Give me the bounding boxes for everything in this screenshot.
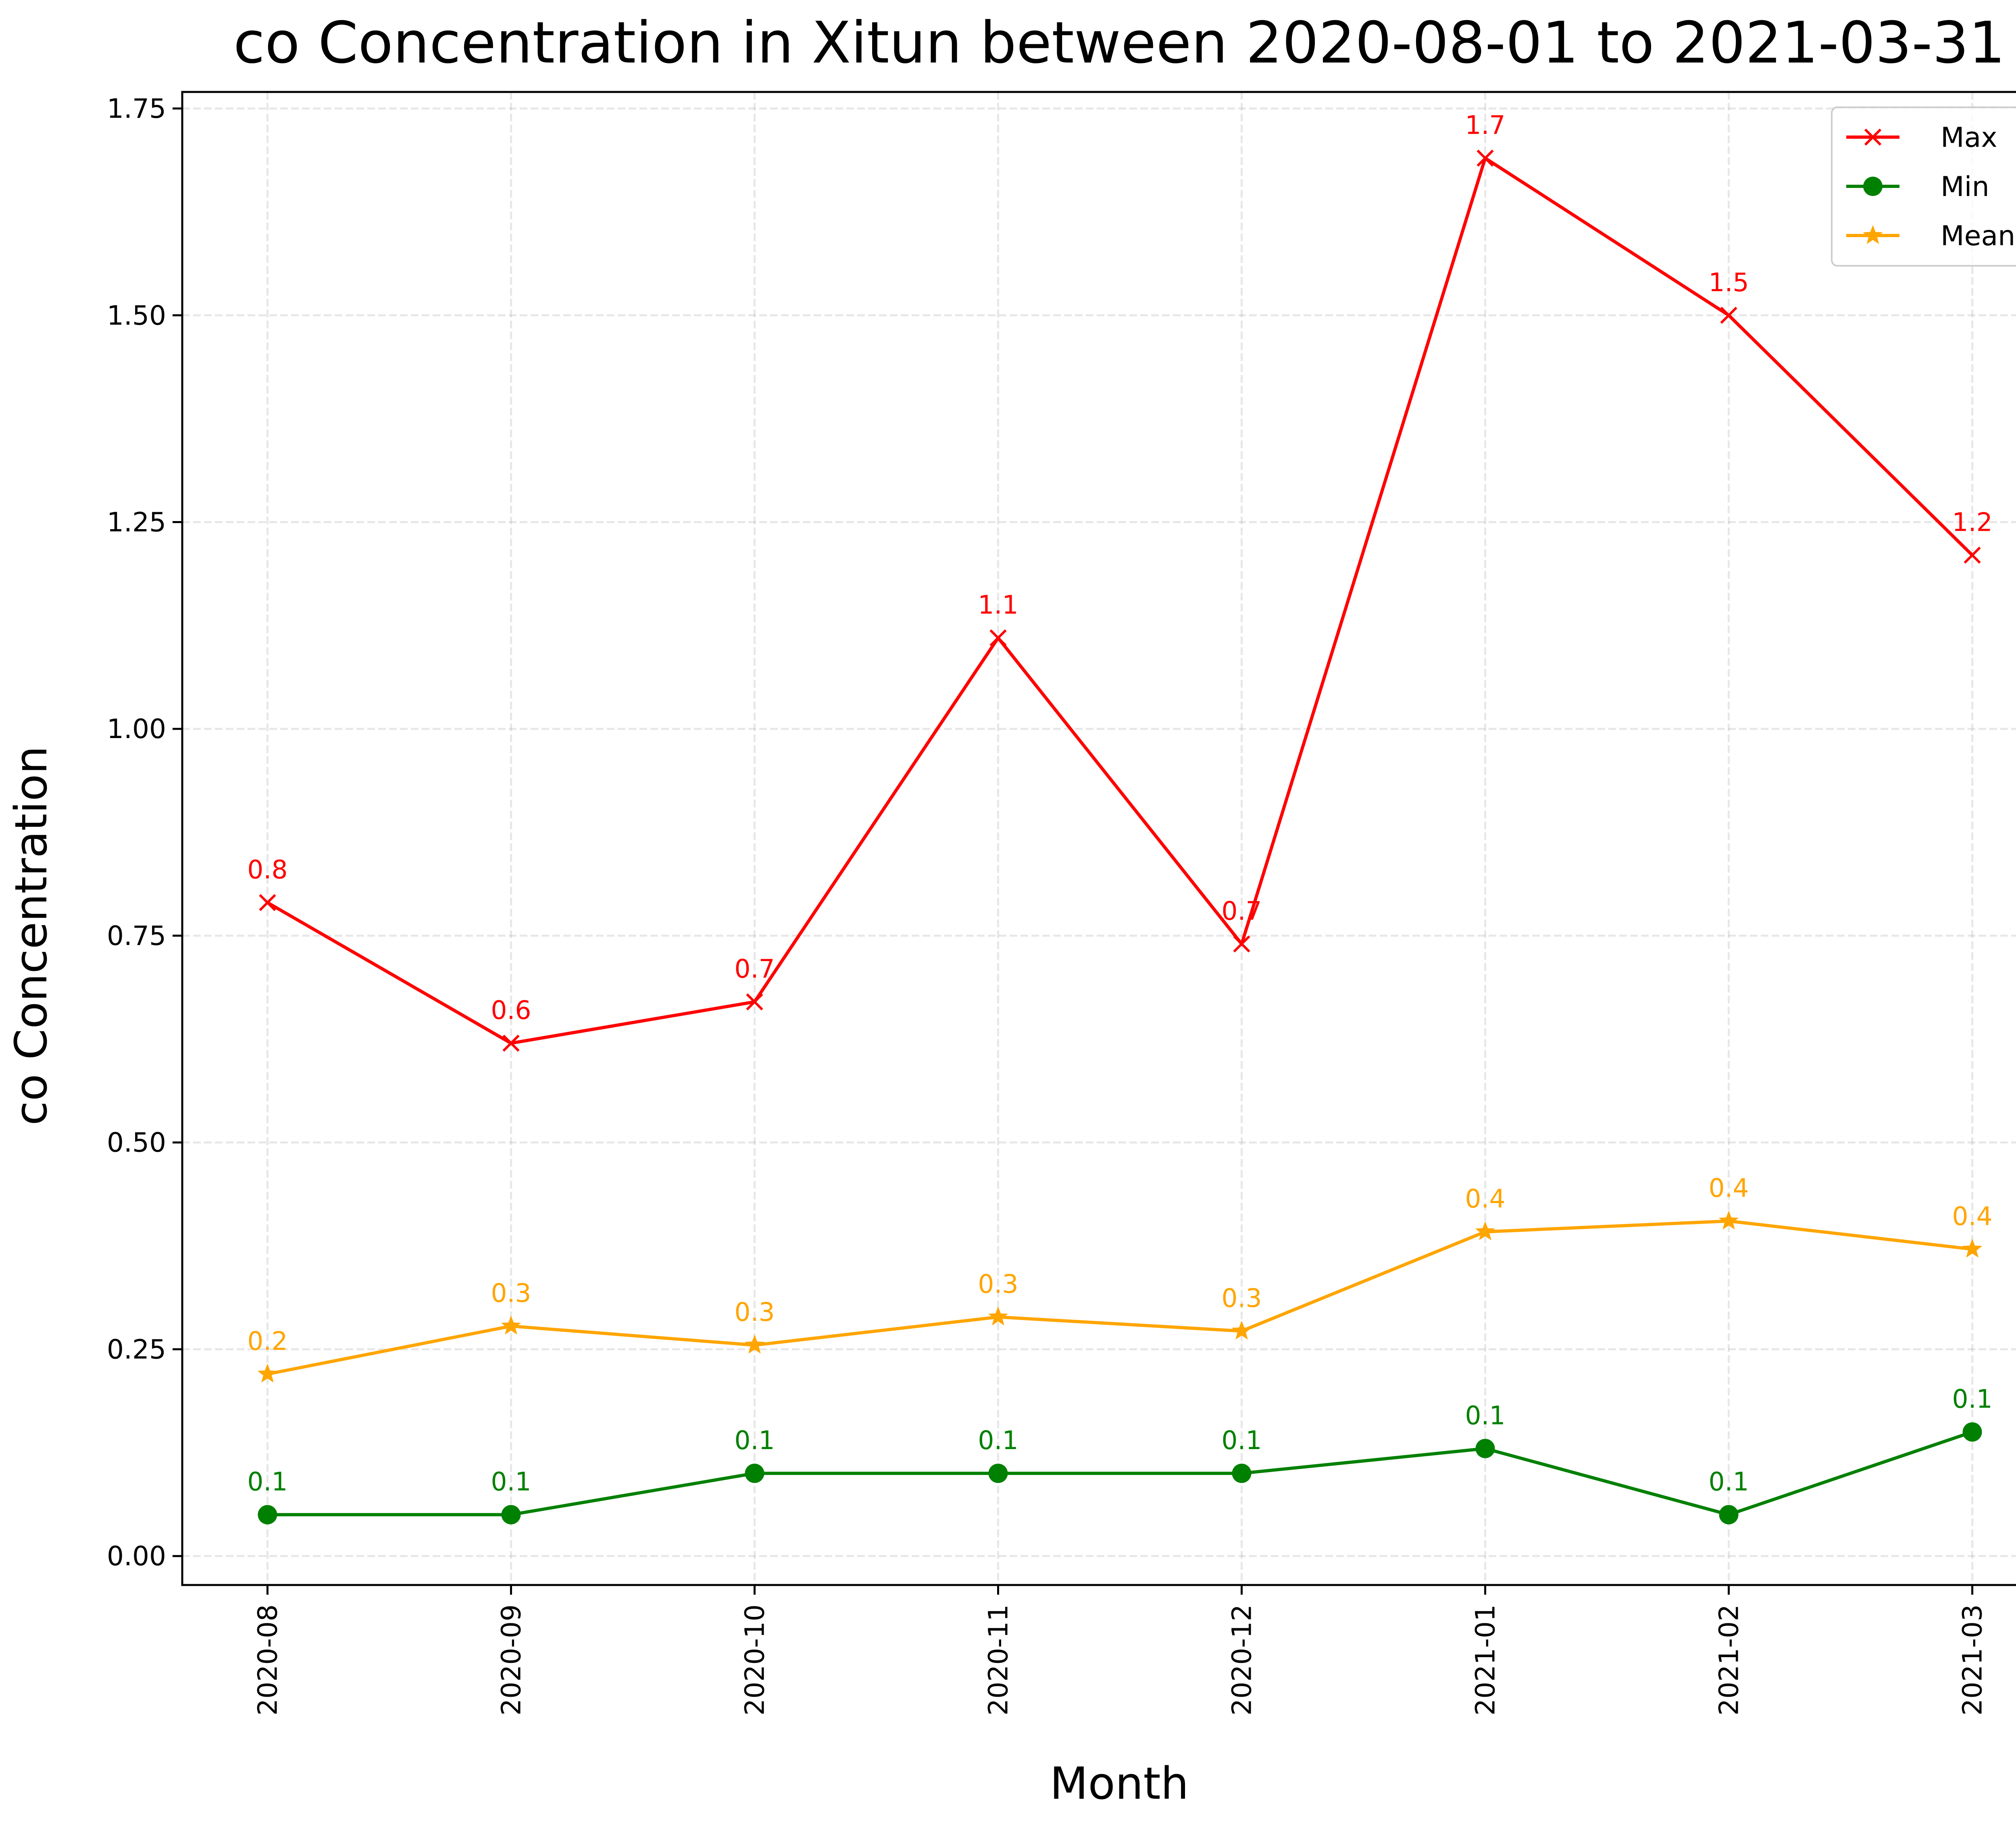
- max-point: [746, 993, 763, 1011]
- min-data-label: 0.1: [1221, 1426, 1262, 1455]
- legend-entry-mean: Mean: [1846, 220, 2015, 252]
- min-point: [258, 1505, 277, 1525]
- mean-data-label: 0.2: [247, 1326, 287, 1356]
- x-axis-label: Month: [1050, 1758, 1189, 1809]
- mean-data-label: 0.3: [1221, 1283, 1262, 1313]
- max-point: [1964, 546, 1981, 564]
- y-tick-label: 1.75: [107, 93, 166, 124]
- min-point: [1232, 1464, 1252, 1483]
- legend-label: Max: [1941, 122, 1997, 154]
- x-tick-label: 2020-09: [496, 1604, 527, 1716]
- x-tick-label: 2021-01: [1470, 1604, 1501, 1716]
- mean-point: [257, 1364, 278, 1383]
- mean-data-label: 0.4: [1952, 1201, 1992, 1231]
- max-data-label: 0.8: [247, 855, 287, 884]
- x-tick-label: 2021-03: [1957, 1604, 1988, 1716]
- y-axis-label: co Concentration: [5, 746, 57, 1126]
- legend-entry-min: Min: [1846, 171, 1989, 203]
- legend-marker: [1863, 225, 1883, 244]
- min-data-label: 0.1: [491, 1467, 531, 1497]
- mean-data-label: 0.3: [978, 1269, 1018, 1299]
- mean-point: [744, 1335, 765, 1354]
- min-point: [1962, 1422, 1982, 1442]
- legend: Max Min Mean: [1831, 106, 2016, 267]
- min-point: [1475, 1439, 1495, 1458]
- mean-point: [1231, 1320, 1252, 1340]
- max-point: [259, 894, 276, 911]
- legend-box: [1831, 106, 2016, 267]
- legend-marker: [1864, 128, 1882, 146]
- series-min: 0.1 0.1 0.1 0.1 0.1 0.1 0.1 0.1: [247, 1385, 1993, 1525]
- y-tick-label: 0.25: [107, 1334, 166, 1365]
- min-point: [1719, 1505, 1739, 1525]
- max-data-label: 1.7: [1465, 111, 1505, 140]
- x-tick-label: 2020-11: [983, 1604, 1014, 1716]
- mean-data-label: 0.4: [1708, 1174, 1749, 1203]
- chart-title: co Concentration in Xitun between 2020-0…: [233, 10, 2005, 76]
- max-data-label: 0.7: [1221, 896, 1262, 926]
- max-point: [1477, 149, 1494, 167]
- x-tick-label: 2020-08: [252, 1604, 283, 1716]
- x-tick-label: 2020-10: [739, 1604, 770, 1716]
- legend-label: Mean: [1941, 220, 2015, 252]
- max-point: [502, 1034, 520, 1052]
- min-data-label: 0.1: [1465, 1401, 1505, 1431]
- max-data-label: 1.1: [978, 590, 1018, 620]
- y-tick-label: 1.00: [107, 713, 166, 745]
- max-data-label: 1.5: [1708, 268, 1749, 297]
- max-data-label: 0.7: [734, 954, 775, 984]
- plot-frame: [181, 91, 2016, 1586]
- mean-data-label: 0.4: [1465, 1184, 1505, 1214]
- mean-point: [1962, 1239, 1983, 1258]
- min-data-label: 0.1: [1952, 1385, 1992, 1414]
- y-tick-label: 0.50: [107, 1127, 166, 1158]
- min-data-label: 0.1: [734, 1426, 775, 1455]
- min-line: [267, 1430, 1973, 1516]
- y-tick-label: 1.25: [107, 507, 166, 538]
- max-point: [1720, 307, 1737, 324]
- x-tick-label: 2020-12: [1227, 1604, 1258, 1716]
- series-layer: 0.80.60.71.10.71.71.51.20.1 0.10.1 0.1 0.10…: [247, 111, 1993, 1525]
- legend-label: Min: [1941, 171, 1989, 203]
- mean-data-label: 0.3: [734, 1297, 775, 1327]
- max-data-label: 0.6: [491, 996, 531, 1025]
- series-max: 0.8 0.6 0.7 1.1 0.7 1.7 1.5 1.2: [247, 111, 1993, 1052]
- max-data-label: 1.2: [1952, 508, 1992, 537]
- y-tick-label: 1.50: [107, 300, 166, 331]
- min-point: [501, 1505, 521, 1525]
- axes: 0.00 0.25 0.50 0.75 1.00 1.25 1.50 1.75 2020-08 2…: [107, 91, 2016, 1716]
- mean-point: [988, 1306, 1008, 1326]
- min-data-label: 0.1: [1708, 1467, 1749, 1497]
- mean-point: [1475, 1221, 1495, 1241]
- x-tick-label: 2021-02: [1714, 1604, 1745, 1716]
- grid: [182, 92, 2016, 1585]
- mean-point: [1718, 1210, 1739, 1230]
- mean-point: [501, 1316, 521, 1335]
- series-mean: 0.2 0.3 0.3 0.3 0.3 0.4 0.4 0.4: [247, 1174, 1993, 1383]
- legend-entry-max: Max: [1846, 122, 1997, 154]
- min-data-label: 0.1: [978, 1426, 1018, 1455]
- mean-data-label: 0.3: [491, 1278, 531, 1308]
- max-point: [989, 629, 1007, 647]
- min-point: [745, 1464, 764, 1483]
- legend-marker: [1863, 177, 1883, 196]
- y-tick-label: 0.00: [107, 1541, 166, 1572]
- min-point: [988, 1464, 1008, 1483]
- mean-line: [267, 1219, 1973, 1376]
- max-line: [267, 156, 1974, 1045]
- max-point: [1233, 935, 1250, 953]
- y-tick-label: 0.75: [107, 920, 166, 951]
- min-data-label: 0.1: [247, 1467, 287, 1497]
